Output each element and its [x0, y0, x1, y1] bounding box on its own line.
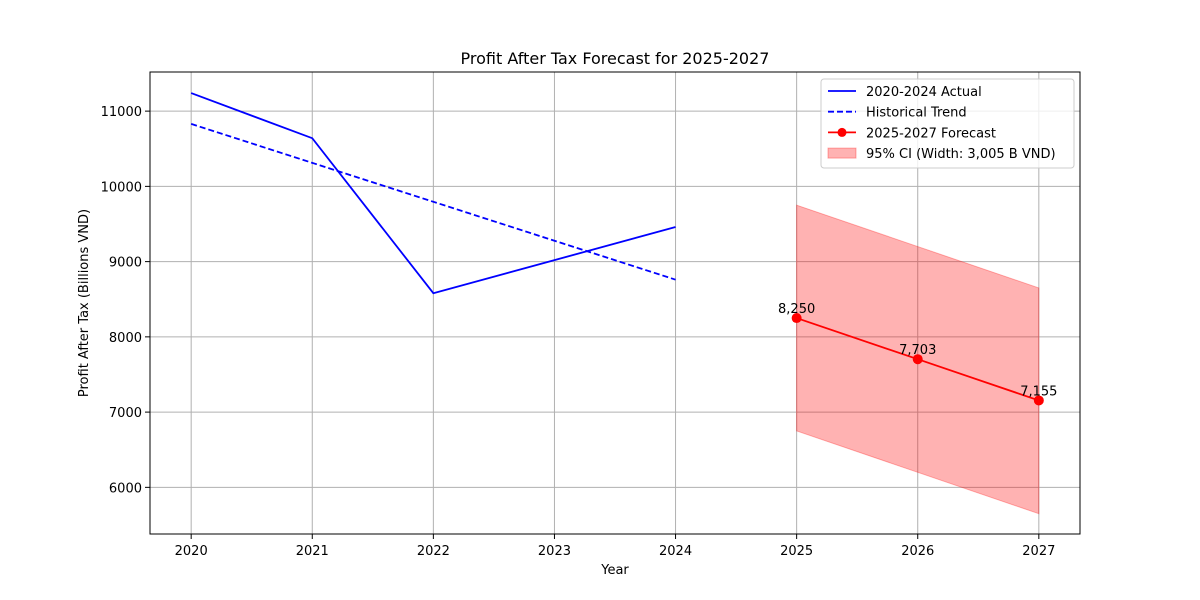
y-tick-label: 9000 [109, 256, 142, 271]
y-tick-label: 10000 [101, 180, 142, 195]
x-tick-label: 2020 [175, 544, 208, 559]
x-tick-label: 2027 [1022, 544, 1055, 559]
forecast-point [912, 354, 923, 365]
y-tick-label: 6000 [109, 481, 142, 496]
x-tick-label: 2023 [538, 544, 571, 559]
tick-layer: 2020 2021 2022 2023 2024 2025 2026 2027 6000 7000… [101, 105, 1056, 559]
legend: 2020-2024 Actual Historical Trend 2025-202… [820, 78, 1075, 169]
chart-title: Profit After Tax Forecast for 2025-2027 [461, 49, 770, 68]
x-tick-label: 2024 [659, 544, 692, 559]
x-tick-label: 2022 [417, 544, 450, 559]
series-layer [190, 92, 1044, 406]
forecast-point [791, 313, 802, 324]
legend-box [820, 78, 1075, 169]
forecast-data-label: 8,250 [778, 302, 815, 317]
x-tick-label: 2026 [901, 544, 934, 559]
y-tick-label: 8000 [109, 331, 142, 346]
y-axis-title: Profit After Tax (Billions VND) [77, 209, 92, 397]
forecast-point [1033, 395, 1044, 406]
x-tick-label: 2025 [780, 544, 813, 559]
series-line-1 [190, 123, 676, 281]
x-axis-title: Year [600, 563, 629, 578]
x-tick-label: 2021 [296, 544, 329, 559]
legend-entry-label: Historical Trend [866, 106, 967, 121]
plot-frame [149, 71, 1081, 535]
forecast-data-label: 7,155 [1020, 384, 1057, 399]
data-label-layer: 8,250 7,703 7,155 [778, 302, 1057, 399]
series-line-0 [190, 92, 676, 295]
legend-entry-label: 2020-2024 Actual [866, 85, 982, 100]
y-tick-label: 7000 [109, 406, 142, 421]
legend-entry-label: 2025-2027 Forecast [866, 126, 996, 141]
legend-entry-label: 95% CI (Width: 3,005 B VND) [866, 147, 1056, 162]
legend-swatch-marker [837, 127, 847, 137]
y-tick-label: 11000 [101, 105, 142, 120]
forecast-data-label: 7,703 [899, 343, 936, 358]
legend-swatch-band [827, 147, 857, 159]
